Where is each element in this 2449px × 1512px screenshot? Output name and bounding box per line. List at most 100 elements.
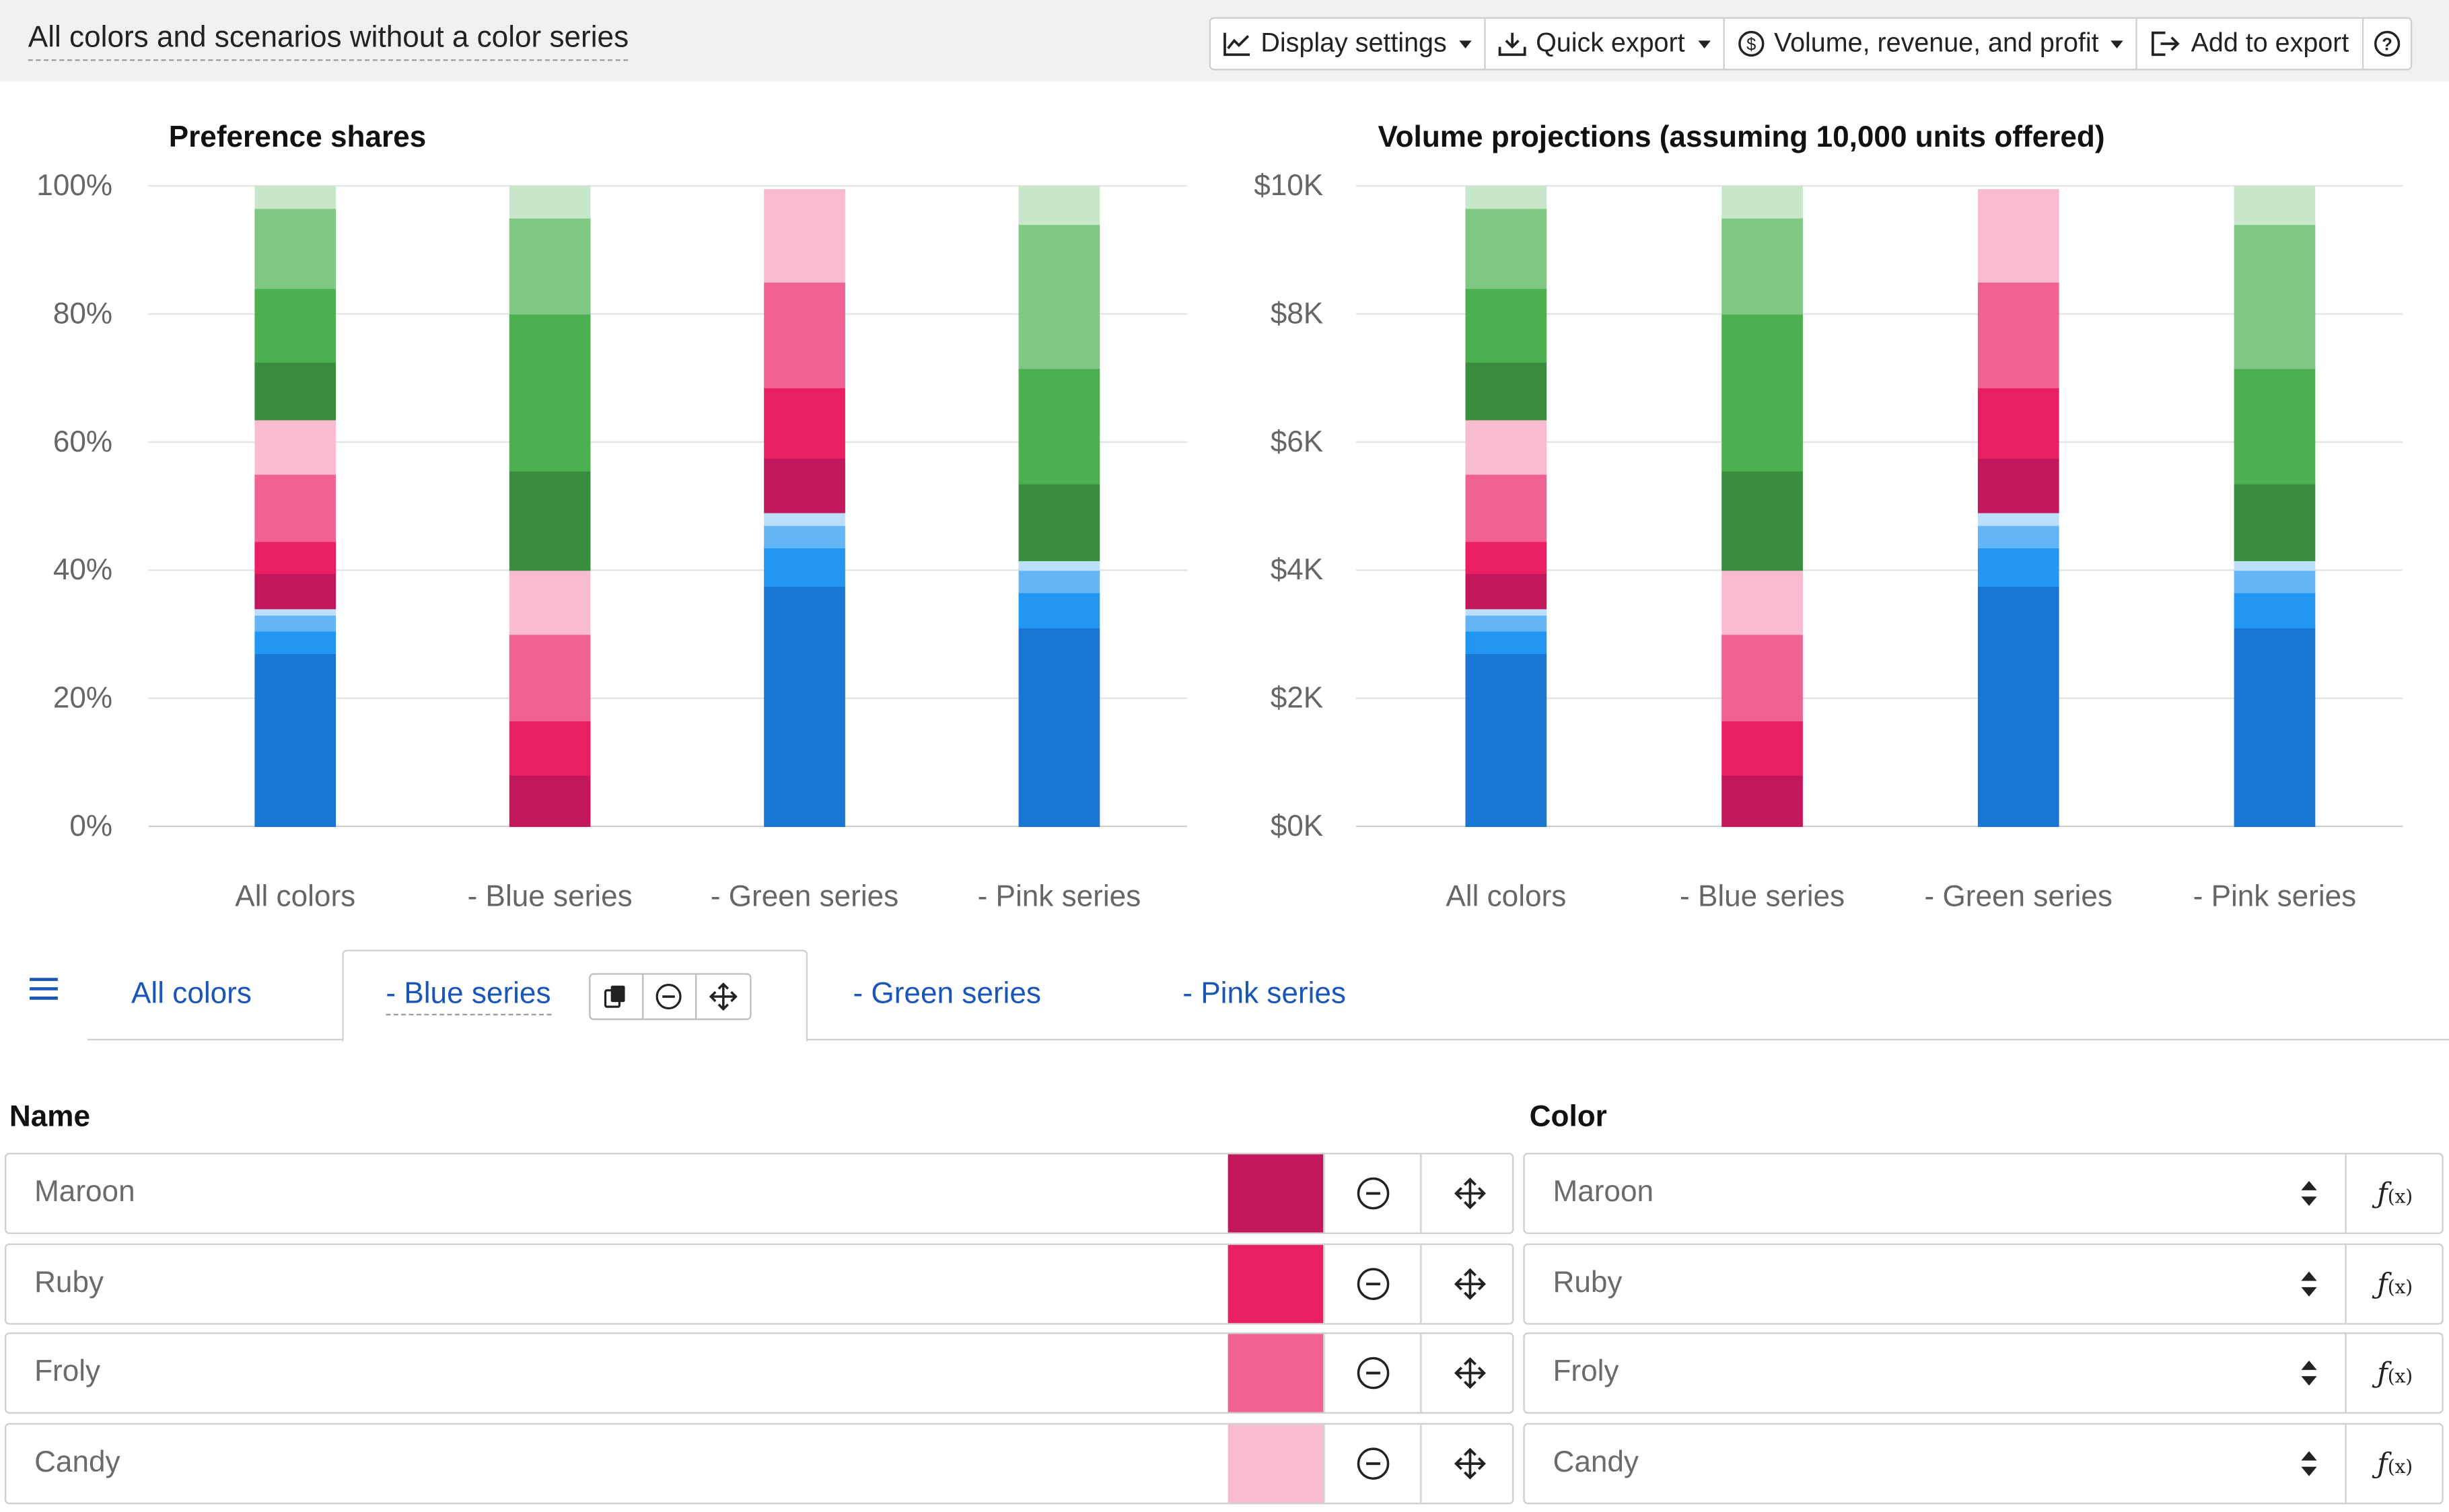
bar-segment[interactable] — [1722, 217, 1803, 315]
bar-segment[interactable] — [1018, 368, 1100, 484]
bar-segment[interactable] — [254, 208, 336, 289]
bar-segment[interactable] — [1977, 388, 2059, 459]
formula-button[interactable]: ƒ(x) — [2345, 1154, 2443, 1233]
color-select[interactable]: Froly ƒ(x) — [1523, 1332, 2444, 1414]
bar-segment[interactable] — [764, 388, 845, 459]
bar-segment[interactable] — [509, 570, 591, 635]
bar-segment[interactable] — [1018, 224, 1100, 369]
bar-segment[interactable] — [254, 631, 336, 654]
bar-segment[interactable] — [254, 653, 336, 827]
color-select[interactable]: Ruby ƒ(x) — [1523, 1243, 2444, 1325]
duplicate-button[interactable] — [590, 974, 643, 1018]
formula-button[interactable]: ƒ(x) — [2345, 1425, 2443, 1503]
bar-segment[interactable] — [1018, 592, 1100, 628]
bar-segment[interactable] — [1465, 288, 1547, 363]
page-title[interactable]: All colors and scenarios without a color… — [28, 22, 629, 61]
bar-segment[interactable] — [254, 288, 336, 363]
bar-segment[interactable] — [509, 314, 591, 472]
bar-segment[interactable] — [1722, 634, 1803, 721]
color-select[interactable]: Maroon ƒ(x) — [1523, 1153, 2444, 1234]
move-row-handle[interactable] — [1420, 1334, 1518, 1412]
bar-segment[interactable] — [1977, 189, 2059, 283]
bar-segment[interactable] — [1018, 561, 1100, 571]
bar-segment[interactable] — [1018, 570, 1100, 593]
bar-segment[interactable] — [1018, 186, 1100, 225]
bar-segment[interactable] — [1465, 186, 1547, 209]
bar-segment[interactable] — [2234, 224, 2316, 369]
bar-segment[interactable] — [2234, 186, 2316, 225]
bar-segment[interactable] — [254, 474, 336, 542]
name-input[interactable]: Froly — [4, 1332, 1514, 1414]
remove-row-button[interactable] — [1323, 1425, 1421, 1503]
color-swatch[interactable] — [1228, 1425, 1324, 1503]
move-row-handle[interactable] — [1420, 1425, 1518, 1503]
formula-button[interactable]: ƒ(x) — [2345, 1245, 2443, 1324]
bar-segment[interactable] — [1465, 653, 1547, 827]
bar-segment[interactable] — [1722, 470, 1803, 571]
bar-segment[interactable] — [509, 470, 591, 571]
bar-segment[interactable] — [1722, 570, 1803, 635]
tab-blue-series[interactable]: - Blue series — [342, 949, 808, 1042]
help-button[interactable]: ? — [2363, 19, 2410, 69]
bar-segment[interactable] — [509, 634, 591, 721]
bar-segment[interactable] — [764, 458, 845, 513]
bar-segment[interactable] — [254, 186, 336, 209]
bar-segment[interactable] — [1977, 512, 2059, 526]
name-input[interactable]: Candy — [4, 1423, 1514, 1505]
formula-button[interactable]: ƒ(x) — [2345, 1334, 2443, 1412]
tab-green-series[interactable]: - Green series — [853, 949, 1040, 1040]
bar-segment[interactable] — [1465, 573, 1547, 610]
bar-segment[interactable] — [1465, 361, 1547, 421]
add-to-export-button[interactable]: Add to export — [2138, 18, 2364, 69]
bar-segment[interactable] — [764, 282, 845, 388]
bar-segment[interactable] — [509, 775, 591, 827]
move-row-handle[interactable] — [1420, 1245, 1518, 1324]
remove-tab-button[interactable] — [643, 974, 697, 1018]
bar-segment[interactable] — [764, 189, 845, 283]
bar-segment[interactable] — [509, 186, 591, 219]
bar-segment[interactable] — [1977, 547, 2059, 587]
color-swatch[interactable] — [1228, 1334, 1324, 1412]
bar-segment[interactable] — [254, 614, 336, 632]
bar-segment[interactable] — [254, 419, 336, 475]
bar-segment[interactable] — [254, 361, 336, 421]
bar-segment[interactable] — [2234, 561, 2316, 571]
move-row-handle[interactable] — [1420, 1154, 1518, 1233]
bar-segment[interactable] — [1465, 541, 1547, 574]
bar-segment[interactable] — [2234, 627, 2316, 827]
bar-segment[interactable] — [1018, 627, 1100, 827]
bar-segment[interactable] — [1977, 586, 2059, 827]
bar-segment[interactable] — [1465, 631, 1547, 654]
quick-export-button[interactable]: Quick export — [1486, 18, 1724, 69]
hamburger-menu-icon[interactable] — [28, 975, 59, 1003]
display-settings-button[interactable]: Display settings — [1211, 18, 1486, 69]
color-swatch[interactable] — [1228, 1154, 1324, 1233]
bar-segment[interactable] — [2234, 483, 2316, 561]
tab-pink-series[interactable]: - Pink series — [1182, 949, 1346, 1040]
bar-segment[interactable] — [509, 720, 591, 776]
bar-segment[interactable] — [1465, 208, 1547, 289]
color-select[interactable]: Candy ƒ(x) — [1523, 1423, 2444, 1505]
color-swatch[interactable] — [1228, 1245, 1324, 1324]
bar-segment[interactable] — [1722, 314, 1803, 472]
bar-segment[interactable] — [764, 586, 845, 827]
bar-segment[interactable] — [254, 608, 336, 616]
bar-segment[interactable] — [254, 573, 336, 610]
bar-segment[interactable] — [764, 512, 845, 526]
metric-select-button[interactable]: $ Volume, revenue, and profit — [1724, 18, 2138, 69]
bar-segment[interactable] — [764, 525, 845, 548]
bar-segment[interactable] — [1465, 474, 1547, 542]
bar-segment[interactable] — [1977, 525, 2059, 548]
bar-segment[interactable] — [1722, 186, 1803, 219]
bar-segment[interactable] — [2234, 592, 2316, 628]
name-input[interactable]: Maroon — [4, 1153, 1514, 1234]
bar-segment[interactable] — [1465, 614, 1547, 632]
move-tab-handle[interactable] — [696, 974, 749, 1017]
bar-segment[interactable] — [764, 547, 845, 587]
bar-segment[interactable] — [1018, 483, 1100, 561]
bar-segment[interactable] — [509, 217, 591, 315]
remove-row-button[interactable] — [1323, 1154, 1421, 1233]
bar-segment[interactable] — [1465, 608, 1547, 616]
bar-segment[interactable] — [2234, 368, 2316, 484]
bar-segment[interactable] — [1465, 419, 1547, 475]
